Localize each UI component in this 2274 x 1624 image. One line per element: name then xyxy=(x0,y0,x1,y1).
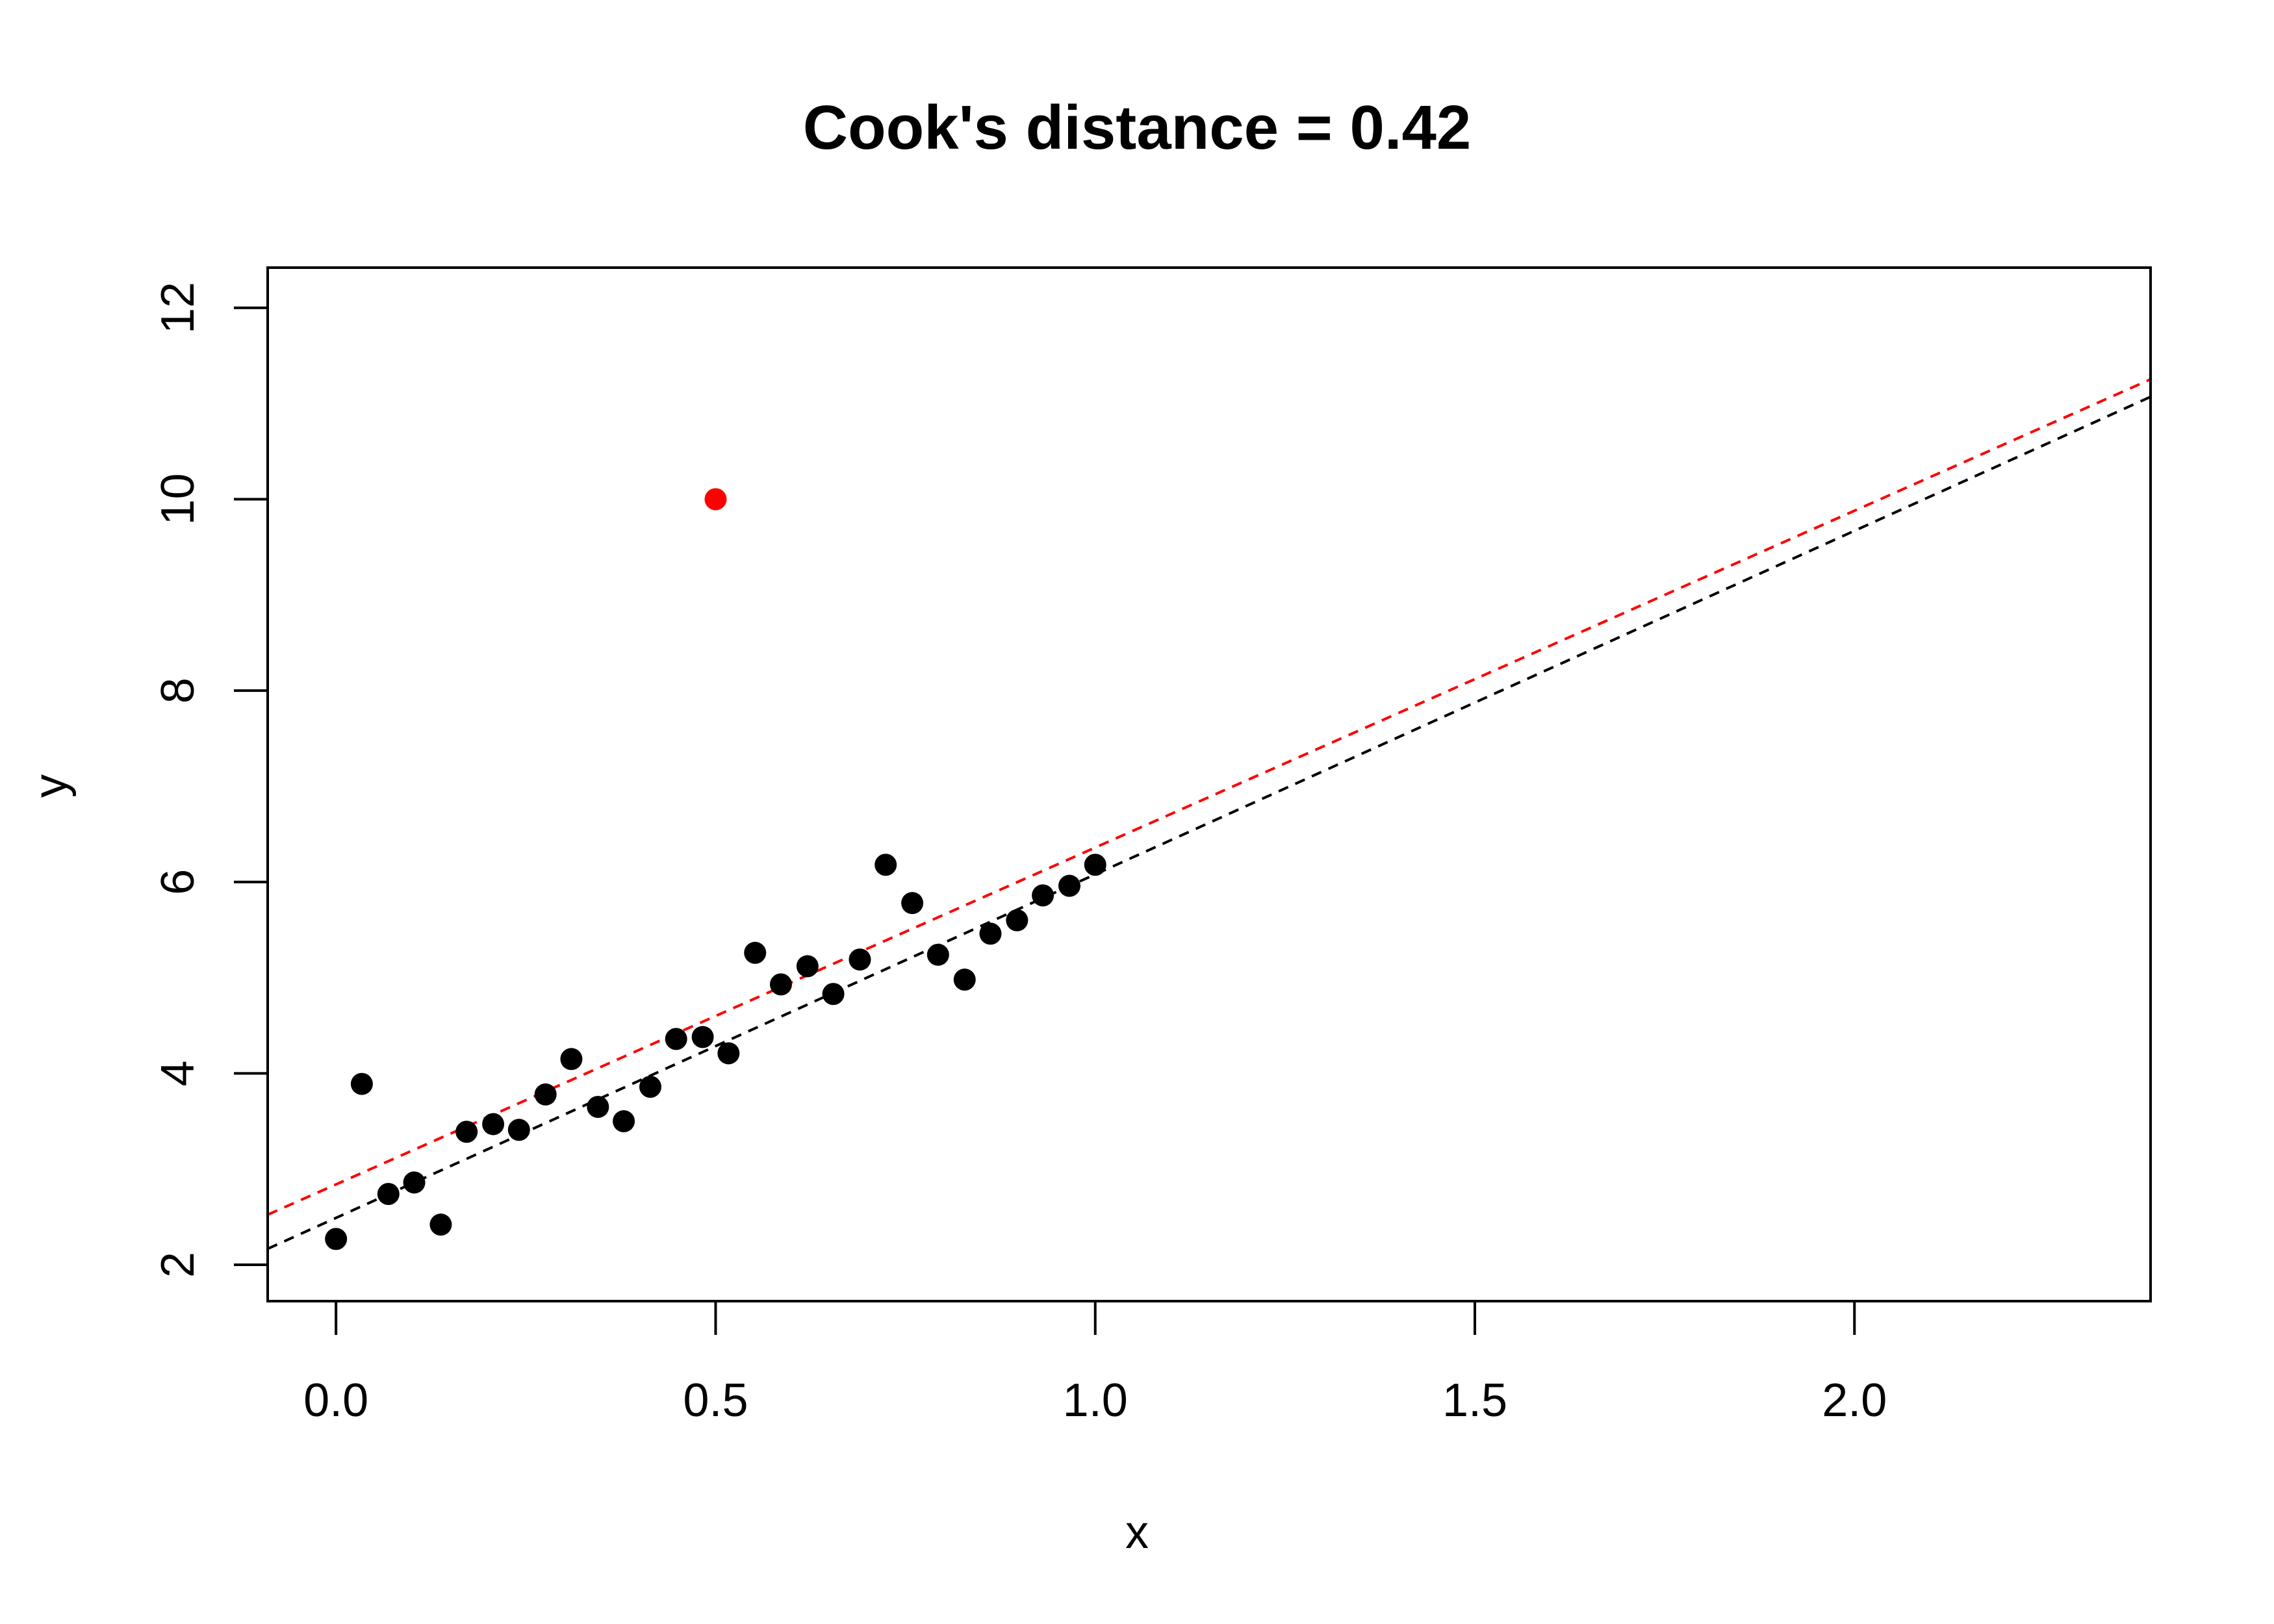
data-point xyxy=(849,948,871,971)
data-point xyxy=(507,1119,530,1141)
x-tick-label: 0.5 xyxy=(683,1375,748,1427)
data-point xyxy=(926,943,949,966)
data-point xyxy=(455,1121,478,1143)
data-point xyxy=(350,1072,373,1095)
data-point xyxy=(901,892,924,915)
fit-line-red xyxy=(268,378,2151,1216)
data-point xyxy=(665,1028,687,1050)
y-tick-label: 8 xyxy=(152,678,204,704)
data-point xyxy=(691,1026,714,1048)
x-tick-label: 1.5 xyxy=(1442,1375,1507,1427)
data-point xyxy=(769,973,792,996)
data-point xyxy=(613,1110,635,1133)
data-point xyxy=(377,1183,400,1206)
data-point xyxy=(979,922,1002,945)
chart-title: Cook's distance = 0.42 xyxy=(802,93,1472,162)
y-tick-label: 12 xyxy=(152,282,204,334)
data-point xyxy=(953,969,976,991)
data-point xyxy=(1032,884,1054,907)
data-point xyxy=(560,1048,583,1071)
y-tick-label: 4 xyxy=(152,1060,204,1086)
data-point xyxy=(325,1228,348,1250)
regression-lines xyxy=(268,378,2151,1250)
y-tick-label: 6 xyxy=(152,869,204,895)
x-tick-label: 2.0 xyxy=(1822,1375,1887,1427)
data-point xyxy=(482,1113,505,1136)
y-axis: 2 4 6 8 10 12 xyxy=(152,282,269,1278)
data-point xyxy=(1006,909,1028,932)
data-point xyxy=(429,1213,452,1236)
x-tick-label: 1.0 xyxy=(1063,1375,1128,1427)
x-axis: 0.0 0.5 1.0 1.5 2.0 xyxy=(303,1300,1887,1427)
y-tick-label: 2 xyxy=(152,1252,204,1278)
data-point xyxy=(587,1095,609,1118)
influential-point xyxy=(704,488,727,511)
data-point xyxy=(1084,854,1106,876)
data-point xyxy=(796,955,819,978)
y-tick-label: 10 xyxy=(152,473,204,525)
data-point xyxy=(717,1042,740,1065)
data-point xyxy=(403,1171,426,1194)
data-point xyxy=(534,1083,557,1106)
data-point xyxy=(875,854,897,876)
data-points xyxy=(325,488,1106,1250)
data-point xyxy=(822,983,845,1006)
plot-frame xyxy=(266,266,2152,1302)
data-point xyxy=(744,941,767,964)
fit-line-black xyxy=(268,396,2151,1250)
data-point xyxy=(639,1076,661,1098)
data-point xyxy=(1058,874,1080,897)
x-tick-label: 0.0 xyxy=(303,1375,368,1427)
x-axis-label: x xyxy=(1125,1506,1149,1558)
